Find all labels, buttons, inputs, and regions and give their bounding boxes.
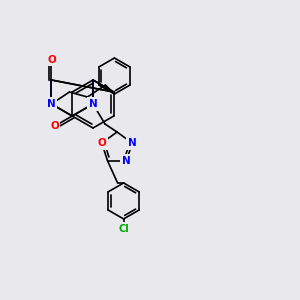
Text: O: O xyxy=(98,138,106,148)
Text: N: N xyxy=(128,138,136,148)
Text: Cl: Cl xyxy=(118,224,129,234)
Text: O: O xyxy=(47,55,56,64)
Text: N: N xyxy=(122,156,131,166)
Text: N: N xyxy=(47,99,56,109)
Text: O: O xyxy=(50,121,59,131)
Text: N: N xyxy=(88,99,98,109)
